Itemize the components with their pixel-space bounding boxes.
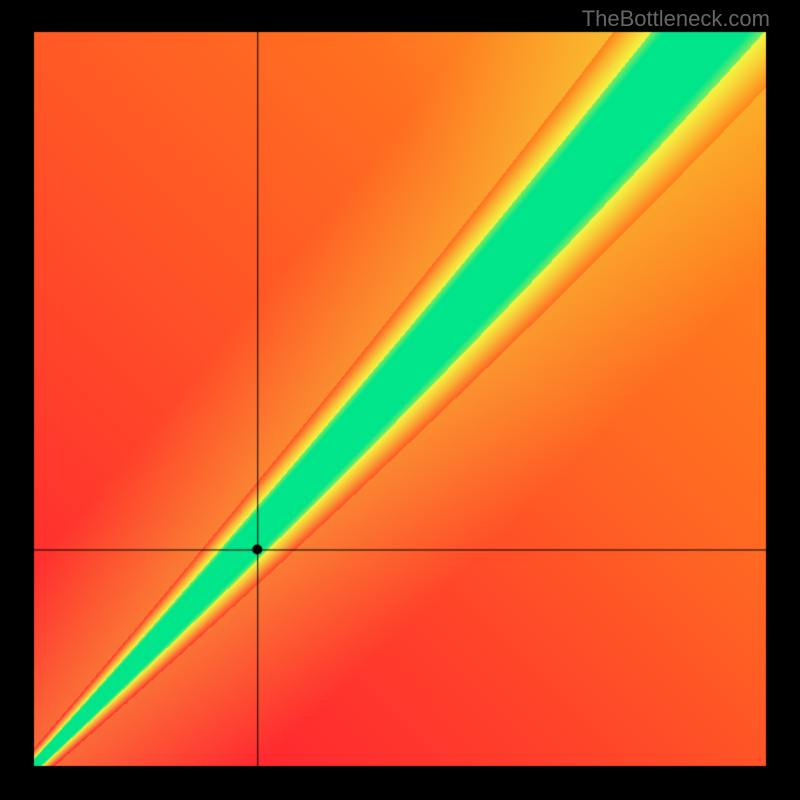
chart-container: TheBottleneck.com — [0, 0, 800, 800]
watermark-text: TheBottleneck.com — [582, 6, 770, 32]
bottleneck-heatmap — [0, 0, 800, 800]
